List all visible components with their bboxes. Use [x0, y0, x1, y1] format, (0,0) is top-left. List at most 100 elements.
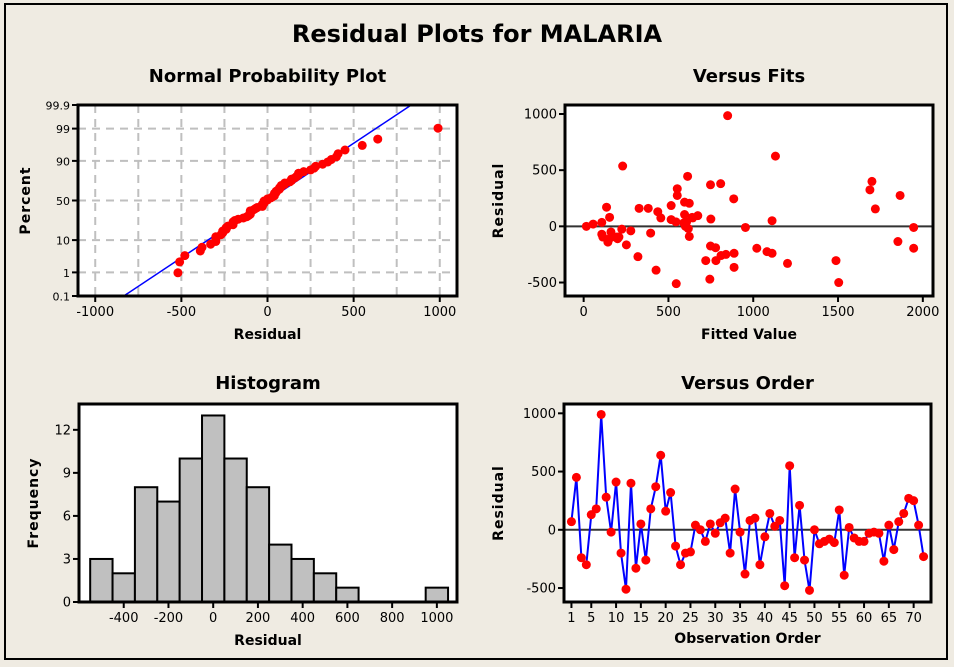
fits-point: [729, 194, 739, 204]
hist-bar: [312, 572, 338, 603]
fits-point: [711, 243, 721, 253]
order-point: [700, 536, 710, 546]
order-point: [641, 555, 651, 565]
hist-xtick-label: 0: [209, 611, 217, 626]
order-ylabel: Residual: [491, 465, 507, 541]
order-point: [656, 450, 666, 460]
order-ytick-label: -500: [526, 582, 556, 597]
fits-point: [701, 256, 711, 266]
order-point: [596, 409, 606, 419]
fits-xtick-label: 1500: [821, 305, 854, 320]
fits-point: [672, 184, 682, 194]
order-point: [760, 532, 770, 542]
fits-point: [867, 176, 877, 186]
order-xtick-label: 60: [856, 611, 873, 626]
fits-ytick-label: 0: [549, 220, 557, 235]
normal-xtick-label: 500: [341, 305, 366, 320]
fits-point: [870, 204, 880, 214]
order-point: [735, 527, 745, 537]
order-point: [695, 525, 705, 535]
normal-ytick-label: 90: [56, 155, 70, 168]
order-point: [730, 484, 740, 494]
order-xtick-label: 70: [905, 611, 922, 626]
fits-point: [834, 278, 844, 288]
fits-point: [705, 274, 715, 284]
fits-point: [909, 243, 919, 253]
order-point: [581, 560, 591, 570]
order-point: [646, 504, 656, 514]
hist-xtick-label: -400: [109, 611, 139, 626]
order-point: [651, 482, 661, 492]
order-point: [661, 506, 671, 516]
hist-bar: [335, 586, 360, 603]
order-point: [566, 517, 576, 527]
hist-bar: [156, 500, 181, 603]
normal-ytick-label: 99: [56, 123, 70, 136]
order-ytick-label: 1000: [523, 407, 556, 422]
normal-ytick-label: 0.1: [53, 291, 71, 304]
normal-point: [311, 161, 321, 171]
fits-ylabel: Residual: [491, 163, 507, 239]
hist-bar: [290, 557, 315, 604]
fits-point: [767, 216, 777, 226]
normal-point: [175, 257, 185, 267]
fits-point: [602, 202, 612, 212]
normal-probability-plot: Normal Probability Plot Residual Percent -1…: [18, 66, 459, 343]
order-point: [755, 560, 765, 570]
fits-ytick-label: 500: [532, 164, 557, 179]
fits-point: [651, 265, 661, 275]
fits-point: [617, 224, 627, 234]
fits-point: [634, 203, 644, 213]
normal-point: [197, 242, 207, 252]
hist-title: Histogram: [215, 373, 321, 394]
fits-point: [606, 233, 616, 243]
order-point: [765, 508, 775, 518]
hist-xlabel: Residual: [234, 633, 302, 649]
fits-point: [621, 240, 631, 250]
hist-xtick-label: -200: [154, 611, 184, 626]
order-point: [576, 553, 586, 563]
fits-point: [687, 212, 697, 222]
fits-point: [729, 248, 739, 258]
order-xtick-label: 40: [757, 611, 774, 626]
histogram-plot: Histogram Residual Frequency -400 -200 0 200 40…: [26, 373, 459, 649]
normal-xtick-label: 1000: [423, 305, 456, 320]
normal-point: [333, 149, 343, 159]
order-point: [720, 513, 730, 523]
hist-xtick-label: 600: [335, 611, 360, 626]
fits-xtick-label: 2000: [906, 305, 939, 320]
fits-point: [618, 161, 628, 171]
order-plot-area: [564, 404, 931, 602]
order-point: [879, 556, 889, 566]
order-point: [775, 515, 785, 525]
hist-bar: [424, 586, 450, 603]
normal-ylabel: Percent: [18, 166, 34, 234]
order-border: [562, 402, 933, 604]
order-point: [884, 520, 894, 530]
order-point: [611, 477, 621, 487]
order-point: [914, 520, 924, 530]
order-point: [606, 527, 616, 537]
hist-bar: [223, 457, 248, 603]
normal-ytick-label: 10: [56, 235, 70, 248]
fits-plot-area: [565, 105, 933, 296]
hist-xtick-label: 200: [246, 611, 271, 626]
fits-point: [831, 256, 841, 266]
order-point: [785, 461, 795, 471]
fits-point: [767, 248, 777, 258]
order-point: [919, 552, 929, 562]
fits-point: [716, 179, 726, 189]
order-point: [839, 570, 849, 580]
order-point: [899, 508, 909, 518]
hist-bar: [133, 486, 159, 603]
order-point: [889, 545, 899, 555]
fits-title: Versus Fits: [693, 66, 805, 87]
fits-point: [643, 203, 653, 213]
fits-point: [588, 219, 598, 229]
order-point: [601, 492, 611, 502]
hist-bar: [89, 557, 114, 604]
order-ytick-label: 0: [548, 523, 556, 538]
fits-point: [723, 111, 733, 121]
